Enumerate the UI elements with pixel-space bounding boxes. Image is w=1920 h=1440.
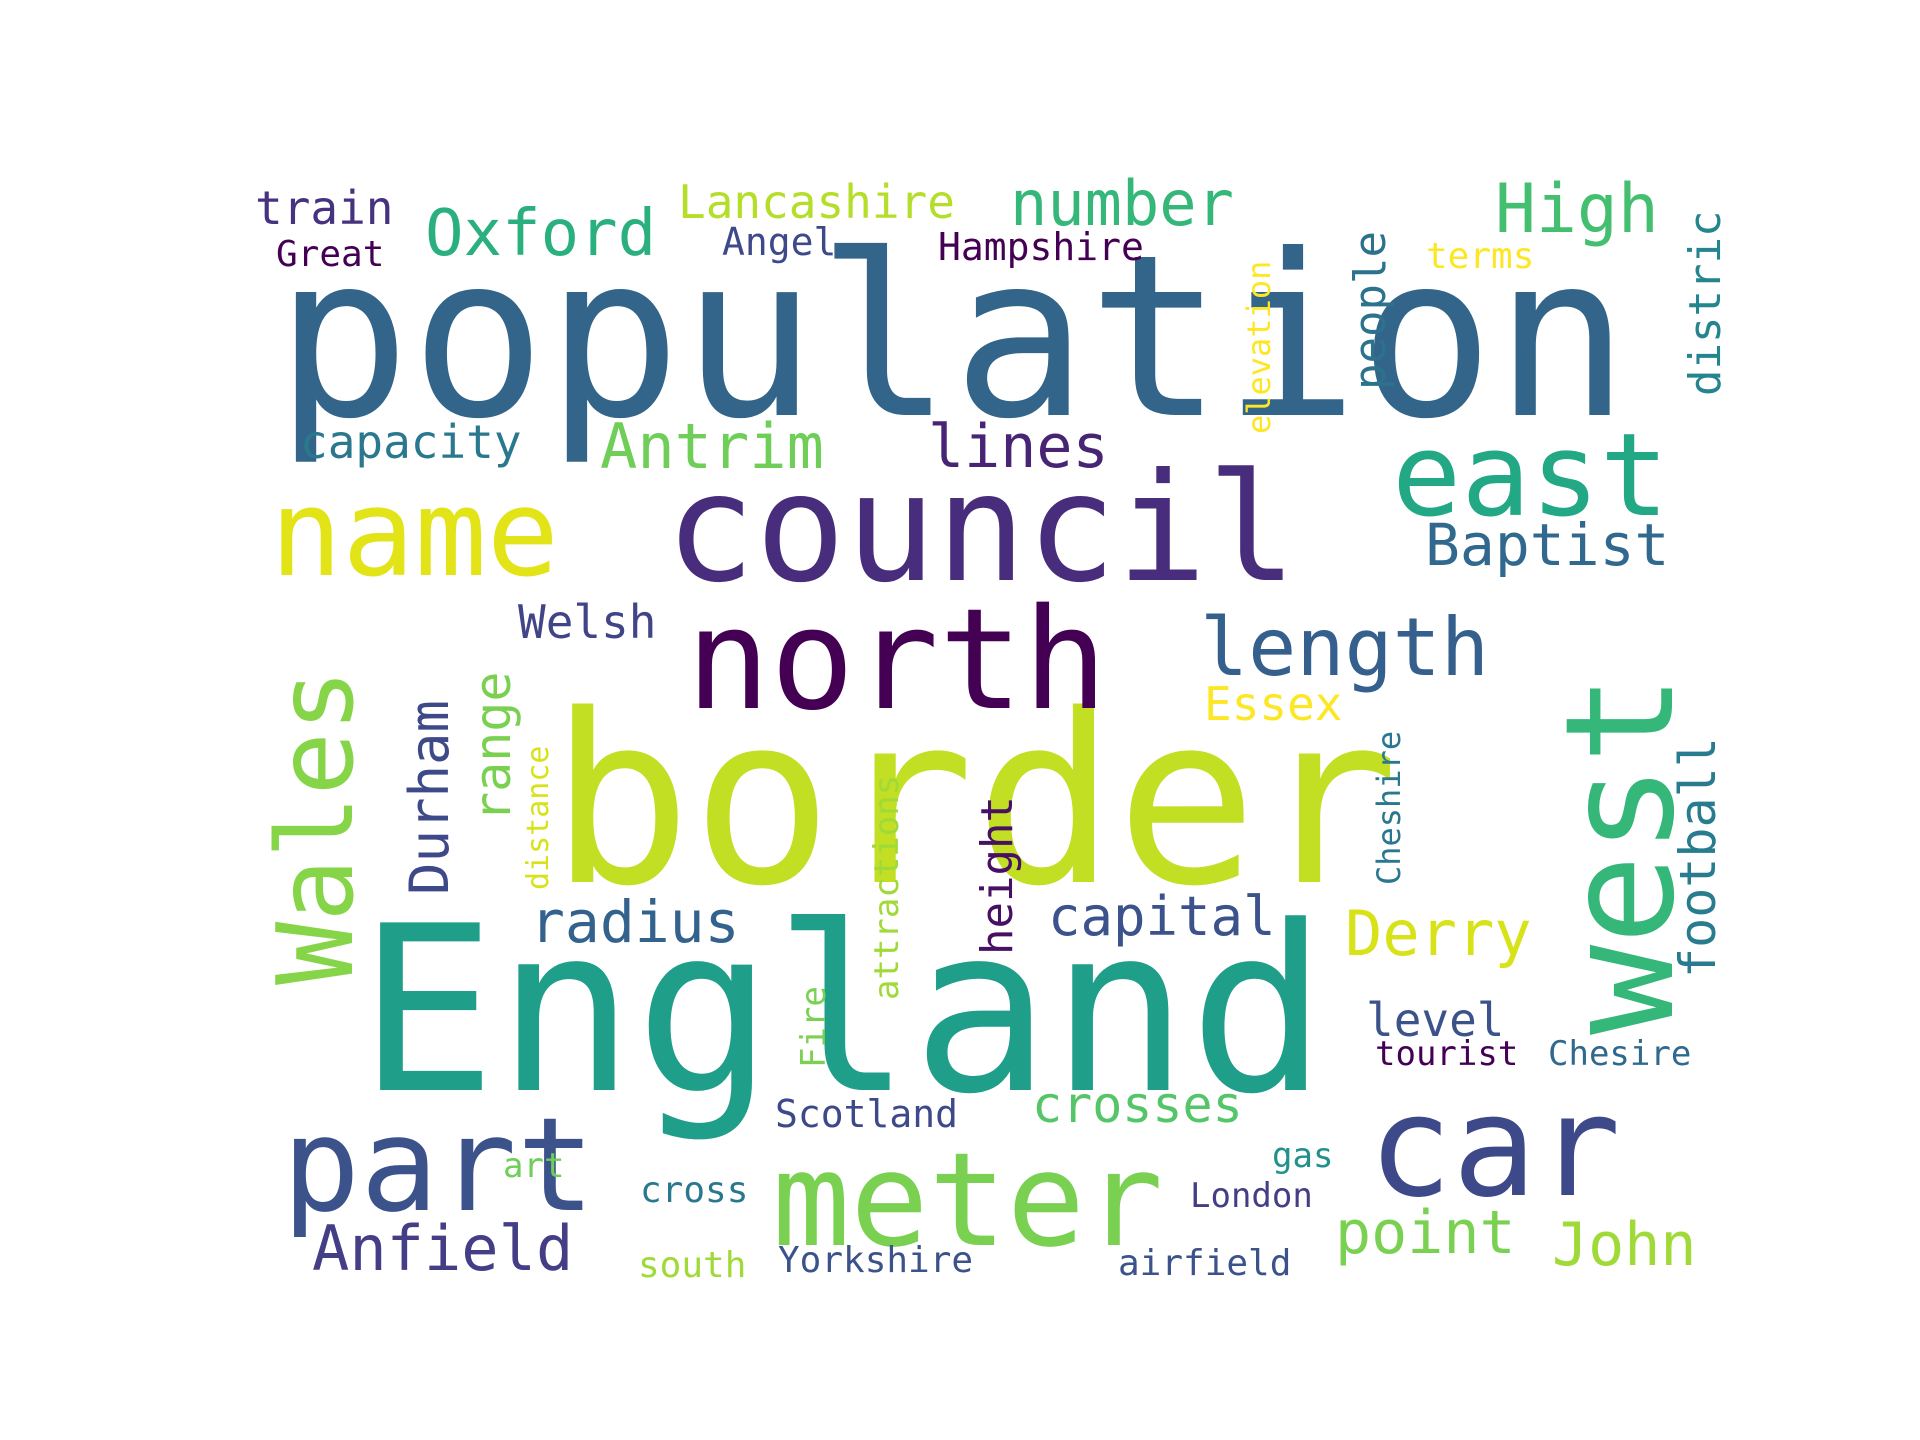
word-elevation: elevation bbox=[1240, 261, 1278, 434]
word-lancashire: Lancashire bbox=[678, 175, 955, 229]
word-north: north bbox=[686, 579, 1107, 742]
word-england: England bbox=[358, 878, 1327, 1145]
word-south: south bbox=[638, 1245, 746, 1286]
word-train: train bbox=[255, 181, 393, 235]
word-crosses: crosses bbox=[1032, 1076, 1243, 1134]
word-john: John bbox=[1552, 1210, 1697, 1280]
word-scotland: Scotland bbox=[775, 1092, 958, 1136]
word-part: part bbox=[282, 1089, 595, 1241]
word-range: range bbox=[464, 671, 522, 822]
word-lines: lines bbox=[928, 412, 1109, 482]
word-football: football bbox=[1669, 737, 1727, 978]
word-airfield: airfield bbox=[1118, 1243, 1291, 1284]
word-radius: radius bbox=[530, 888, 740, 956]
word-cross: cross bbox=[640, 1170, 748, 1211]
word-hampshire: Hampshire bbox=[938, 225, 1144, 269]
word-border: border bbox=[550, 665, 1399, 938]
word-west: west bbox=[1534, 674, 1708, 1035]
word-distric: distric bbox=[1680, 211, 1731, 396]
word-angel: Angel bbox=[722, 220, 836, 264]
word-great: Great bbox=[276, 234, 384, 275]
word-tourist: tourist bbox=[1375, 1034, 1518, 1074]
word-name: name bbox=[270, 465, 559, 604]
word-wales: Wales bbox=[255, 669, 377, 985]
word-cheshire: Cheshire bbox=[1370, 731, 1408, 885]
word-number: number bbox=[1010, 167, 1234, 240]
word-car: car bbox=[1368, 1066, 1621, 1229]
word-capital: capital bbox=[1048, 885, 1276, 948]
word-essex: Essex bbox=[1204, 677, 1342, 731]
word-chesire: Chesire bbox=[1548, 1034, 1691, 1074]
word-people: people bbox=[1345, 231, 1396, 390]
word-high: High bbox=[1495, 170, 1659, 249]
word-oxford: Oxford bbox=[425, 197, 656, 271]
word-baptist: Baptist bbox=[1425, 511, 1669, 579]
word-antrim: Antrim bbox=[600, 410, 824, 483]
word-population: population bbox=[275, 207, 1630, 469]
word-meter: meter bbox=[772, 1124, 1163, 1276]
word-fire: Fire bbox=[794, 986, 834, 1068]
word-durham: Durham bbox=[398, 700, 461, 895]
word-london: London bbox=[1190, 1176, 1313, 1216]
word-level: level bbox=[1366, 993, 1504, 1047]
word-terms: terms bbox=[1426, 236, 1534, 277]
word-attractions: attractions bbox=[867, 775, 907, 1000]
word-point: point bbox=[1335, 1198, 1516, 1268]
word-welsh: Welsh bbox=[518, 595, 656, 649]
word-capacity: capacity bbox=[300, 415, 522, 469]
word-gas: gas bbox=[1272, 1136, 1333, 1176]
word-yorkshire: Yorkshire bbox=[778, 1240, 973, 1281]
word-anfield: Anfield bbox=[312, 1212, 573, 1285]
word-derry: Derry bbox=[1345, 897, 1532, 970]
word-council: council bbox=[665, 442, 1297, 616]
word-east: east bbox=[1392, 409, 1669, 543]
word-art: art bbox=[503, 1146, 564, 1186]
word-height: height bbox=[972, 796, 1023, 955]
word-length: length bbox=[1200, 601, 1489, 694]
word-distance: distance bbox=[521, 746, 556, 891]
